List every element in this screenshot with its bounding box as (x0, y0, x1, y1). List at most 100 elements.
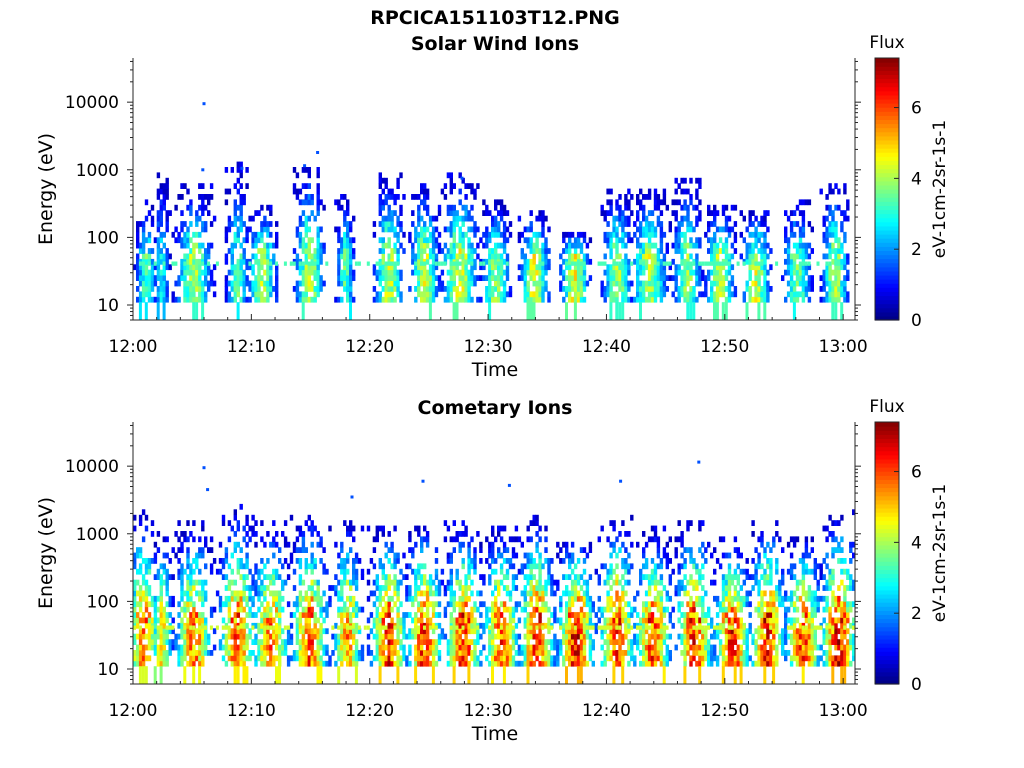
spectrogram-cell (650, 221, 655, 227)
spectrogram-cell (375, 261, 379, 266)
spectrogram-cell (298, 639, 303, 645)
spectrogram-cell (171, 601, 175, 608)
spectrogram-cell (337, 563, 341, 570)
spectrogram-cell (133, 606, 137, 613)
spectrogram-cell (275, 264, 279, 271)
spectrogram-cell (476, 655, 480, 662)
spectrogram-cell (295, 226, 300, 233)
spectrogram-cell (511, 612, 516, 618)
spectrogram-cell (656, 261, 660, 266)
spectrogram-cell (189, 633, 193, 640)
spectrogram-cell (434, 612, 439, 618)
spectrogram-cell (352, 215, 356, 222)
spectrogram-cell (266, 253, 270, 260)
spectrogram-cell (295, 188, 300, 195)
spectrogram-cell (535, 633, 539, 640)
spectrogram-cell (535, 579, 539, 586)
spectrogram-cell (568, 269, 572, 276)
spectrogram-cell (375, 595, 379, 602)
spectrogram-cell (576, 296, 581, 303)
spectrogram-cell (283, 558, 288, 564)
spectrogram-cell (591, 639, 595, 645)
spectrogram-cell (636, 226, 640, 233)
spectrogram-cell (627, 639, 631, 645)
spectrogram-cell (251, 253, 255, 260)
spectrogram-cell (437, 622, 442, 629)
spectrogram-cell (393, 242, 397, 249)
y-tick-label: 10000 (65, 93, 119, 113)
spectrogram-cell (600, 628, 604, 635)
spectrogram-cell (647, 248, 652, 254)
spectrogram-cell (156, 633, 161, 640)
spectrogram-cell (766, 226, 770, 233)
spectrogram-cell (204, 204, 208, 211)
spectrogram-cell (245, 595, 249, 602)
spectrogram-cell (349, 612, 353, 618)
spectrogram-cell (715, 264, 720, 271)
spectrogram-cell (337, 226, 341, 233)
spectrogram-cell (526, 558, 530, 564)
spectrogram-cell (467, 666, 471, 684)
spectrogram-cell (505, 237, 510, 244)
spectrogram-cell (831, 215, 835, 222)
spectrogram-cell (141, 617, 146, 624)
spectrogram-cell (494, 226, 498, 233)
spectrogram-cell (334, 590, 338, 597)
spectrogram-cell (298, 221, 303, 227)
spectrogram-cell (482, 579, 486, 586)
spectrogram-cell (227, 628, 232, 635)
spectrogram-cell (562, 541, 566, 548)
spectrogram-cell (573, 628, 578, 635)
spectrogram-cell (334, 639, 338, 645)
spectrogram-cell (378, 275, 382, 281)
spectrogram-cell (582, 633, 587, 640)
spectrogram-cell (278, 595, 282, 602)
spectrogram-cell (535, 595, 539, 602)
spectrogram-cell (547, 574, 551, 580)
spectrogram-cell (236, 302, 240, 320)
spectrogram-cell (242, 590, 246, 597)
spectrogram-cell (331, 650, 335, 656)
spectrogram-cell (195, 221, 199, 227)
spectrogram-cell (541, 601, 545, 608)
spectrogram-cell (417, 204, 421, 211)
spectrogram-cell (739, 210, 743, 216)
spectrogram-cell (449, 261, 453, 266)
spectrogram-cell (538, 280, 542, 287)
spectrogram-cell (834, 296, 838, 303)
spectrogram-cell (239, 183, 243, 189)
spectrogram-cell (822, 221, 826, 227)
spectrogram-cell (606, 269, 610, 276)
spectrogram-cell (656, 215, 661, 222)
spectrogram-cell (423, 194, 427, 200)
spectrogram-cell (156, 547, 161, 553)
spectrogram-cell (378, 558, 382, 564)
spectrogram-cell (665, 248, 669, 254)
spectrogram-cell (147, 280, 152, 287)
spectrogram-cell (686, 264, 690, 271)
spectrogram-cell (387, 264, 391, 271)
spectrogram-cell (204, 541, 208, 548)
spectrogram-cell (346, 253, 350, 260)
spectrogram-cell (760, 253, 764, 260)
spectrogram-cell (718, 269, 723, 276)
spectrogram-cell (508, 617, 513, 624)
spectrogram-cell (470, 204, 474, 211)
spectrogram-cell (239, 639, 243, 645)
spectrogram-cell (727, 291, 732, 298)
spectrogram-cell (686, 204, 690, 211)
spectrogram-cell (713, 237, 717, 244)
spectrogram-cell (710, 248, 714, 254)
spectrogram-cell (494, 221, 498, 227)
spectrogram-cell (825, 275, 829, 281)
spectrogram-cell (473, 280, 477, 287)
spectrogram-cell (242, 644, 246, 651)
spectrogram-cell (138, 547, 143, 553)
spectrogram-cell (458, 655, 462, 662)
spectrogram-cell (328, 585, 332, 591)
spectrogram-cell (304, 221, 308, 227)
spectrogram-cell (482, 199, 486, 206)
spectrogram-cell (198, 644, 202, 651)
spectrogram-cell (248, 226, 252, 233)
spectrogram-cell (491, 639, 495, 645)
